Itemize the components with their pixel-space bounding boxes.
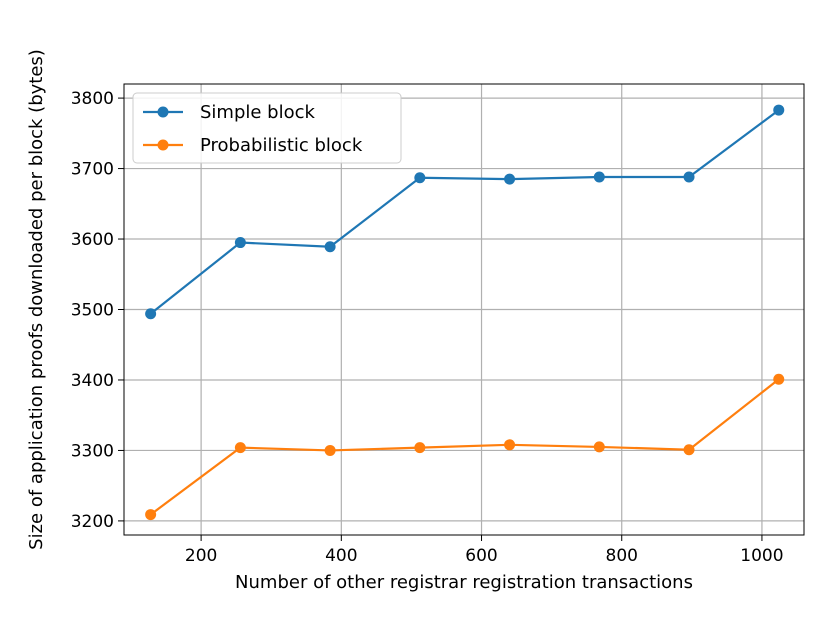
series-1-point	[414, 172, 426, 184]
y-tick-label: 3700	[71, 160, 114, 180]
series-2-point	[593, 441, 605, 453]
series-1-point	[504, 173, 516, 185]
x-tick-label: 600	[465, 546, 497, 566]
y-tick-label: 3500	[71, 301, 114, 321]
legend-box	[132, 92, 402, 164]
x-tick-label: 400	[325, 546, 357, 566]
series-2-point	[504, 439, 516, 451]
series-2-point	[324, 444, 336, 456]
series-2-point	[773, 373, 785, 385]
series-line-2	[149, 378, 780, 516]
axis-ticks: 200 400 600 800 1000 3200 3300 3400 3500 3600 3700…	[71, 89, 784, 566]
y-tick-label: 3300	[71, 441, 114, 461]
legend-label: Simple block	[200, 102, 316, 123]
series-2-point	[683, 444, 695, 456]
legend: Simple block Probabilistic block	[132, 92, 402, 164]
y-tick-label: 3400	[71, 371, 114, 391]
y-tick-label: 3200	[71, 512, 114, 532]
series-2-point	[414, 442, 426, 454]
series-2-point	[234, 442, 246, 454]
x-tick-label: 800	[606, 546, 638, 566]
series-2-point	[145, 509, 157, 521]
series-1-point	[683, 171, 695, 183]
y-tick-label: 3600	[71, 230, 114, 250]
series-1-point	[324, 241, 336, 253]
y-tick-label: 3800	[71, 89, 114, 109]
y-axis-label: Size of application proofs downloaded pe…	[26, 49, 47, 550]
legend-marker	[157, 139, 169, 151]
series-line-1	[149, 109, 780, 315]
legend-label: Probabilistic block	[200, 135, 363, 156]
x-axis-label: Number of other registrar registration t…	[235, 572, 693, 593]
series-layer	[145, 104, 785, 521]
series-1-point	[593, 171, 605, 183]
x-tick-label: 1000	[740, 546, 783, 566]
x-tick-label: 200	[185, 546, 217, 566]
series-1-point	[234, 237, 246, 249]
series-1-point	[773, 104, 785, 116]
legend-marker	[157, 106, 169, 118]
series-1-point	[145, 308, 157, 320]
